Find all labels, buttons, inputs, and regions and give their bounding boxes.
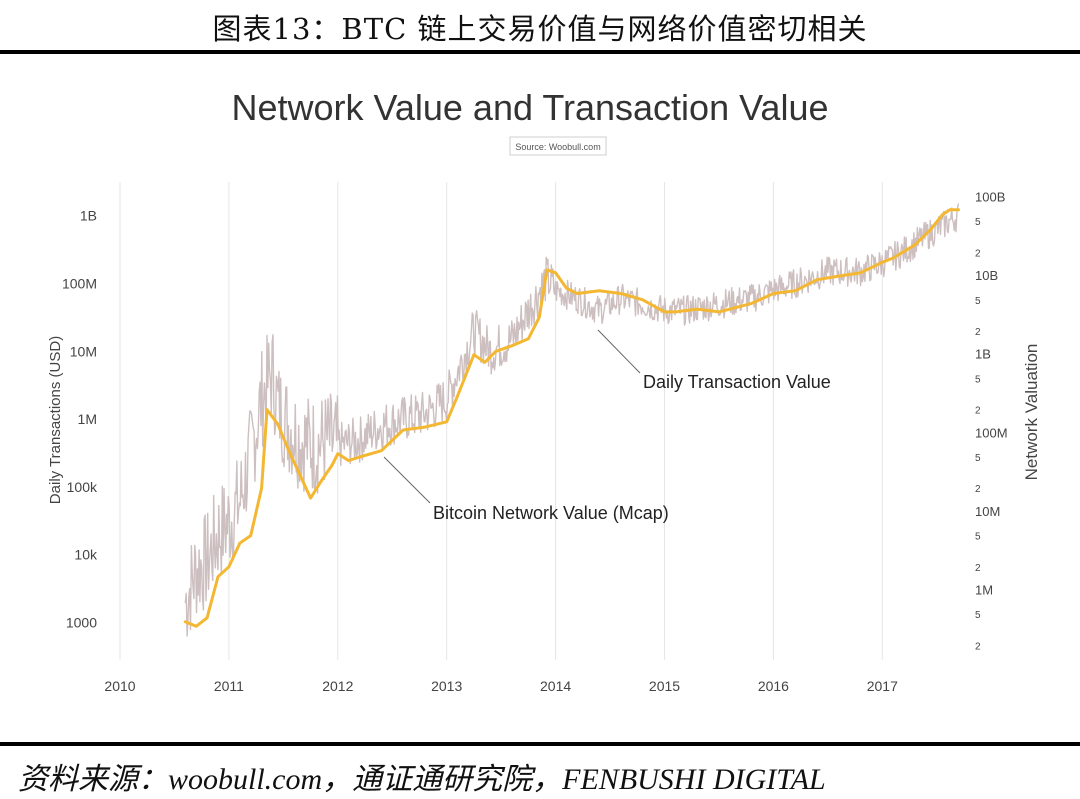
bottom-rule xyxy=(0,742,1080,746)
y-right-tick-label: 2 xyxy=(975,406,981,417)
y-right-tick-label: 5 xyxy=(975,610,981,621)
y-right-tick-label: 2 xyxy=(975,484,981,495)
y-right-tick-label: 2 xyxy=(975,563,981,574)
chart-title: Network Value and Transaction Value xyxy=(231,87,828,128)
gridlines xyxy=(119,182,883,660)
chart: 2010 2011 2012 2013 2014 2015 2016 2017 1000 10k 1… xyxy=(47,87,1041,695)
y-right-tick-label: 5 xyxy=(975,296,981,307)
chart-subtitle: Source: Woobull.com xyxy=(515,142,600,152)
y-right-tick-label: 10B xyxy=(975,268,998,283)
x-tick-label: 2013 xyxy=(431,678,462,694)
y-left-tick-label: 1M xyxy=(78,411,97,427)
y-left-tick-label: 1B xyxy=(80,208,97,224)
chart-subtitle-box xyxy=(509,136,607,156)
figure-source: 资料来源：woobull.com，通证通研究院，FENBUSHI DIGITAL xyxy=(18,763,826,796)
y-left-tick-label: 100M xyxy=(62,276,97,292)
y-right-tick-label: 2 xyxy=(975,248,981,259)
y-left-tick-label: 100k xyxy=(67,479,98,495)
annotation-leader-network xyxy=(383,456,431,504)
y-right-tick-label: 100M xyxy=(975,425,1008,440)
x-tick-label: 2017 xyxy=(867,678,898,694)
x-tick-label: 2016 xyxy=(758,678,789,694)
annotation-transaction-value: Daily Transaction Value xyxy=(643,372,831,392)
y-right-tick-label: 10M xyxy=(975,504,1000,519)
y-right-tick-label: 5 xyxy=(975,217,981,228)
x-tick-label: 2015 xyxy=(649,678,680,694)
y-right-tick-label: 1M xyxy=(975,583,993,598)
y-left-tick-label: 1000 xyxy=(66,615,97,631)
y-right-tick-label: 5 xyxy=(975,374,981,385)
annotation-network-value: Bitcoin Network Value (Mcap) xyxy=(433,503,669,523)
axes: 2010 2011 2012 2013 2014 2015 2016 2017 1000 10k 1… xyxy=(62,190,1008,695)
x-tick-label: 2012 xyxy=(322,678,353,694)
x-tick-label: 2010 xyxy=(104,678,135,694)
y-left-tick-label: 10M xyxy=(70,343,97,359)
y-right-tick-label: 1B xyxy=(975,347,991,362)
x-tick-label: 2011 xyxy=(214,678,244,694)
y-right-tick-label: 2 xyxy=(975,327,981,338)
x-tick-label: 2014 xyxy=(540,678,571,694)
annotation-leader-transaction xyxy=(597,329,641,374)
figure-title: 图表13：BTC 链上交易价值与网络价值密切相关 xyxy=(212,12,868,46)
y-right-tick-label: 100B xyxy=(975,190,1005,205)
y-right-tick-label: 5 xyxy=(975,453,981,464)
y-right-tick-label: 5 xyxy=(975,532,981,543)
series-layer xyxy=(183,203,960,637)
y-axis-left-label: Daily Transactions (USD) xyxy=(47,336,64,504)
series-line-transaction-value xyxy=(184,203,960,637)
series-line-network-value xyxy=(183,208,960,628)
y-axis-right-label: Network Valuation xyxy=(1022,344,1041,481)
y-right-tick-label: 2 xyxy=(975,641,981,652)
top-rule xyxy=(0,50,1080,54)
y-left-tick-label: 10k xyxy=(74,547,98,563)
